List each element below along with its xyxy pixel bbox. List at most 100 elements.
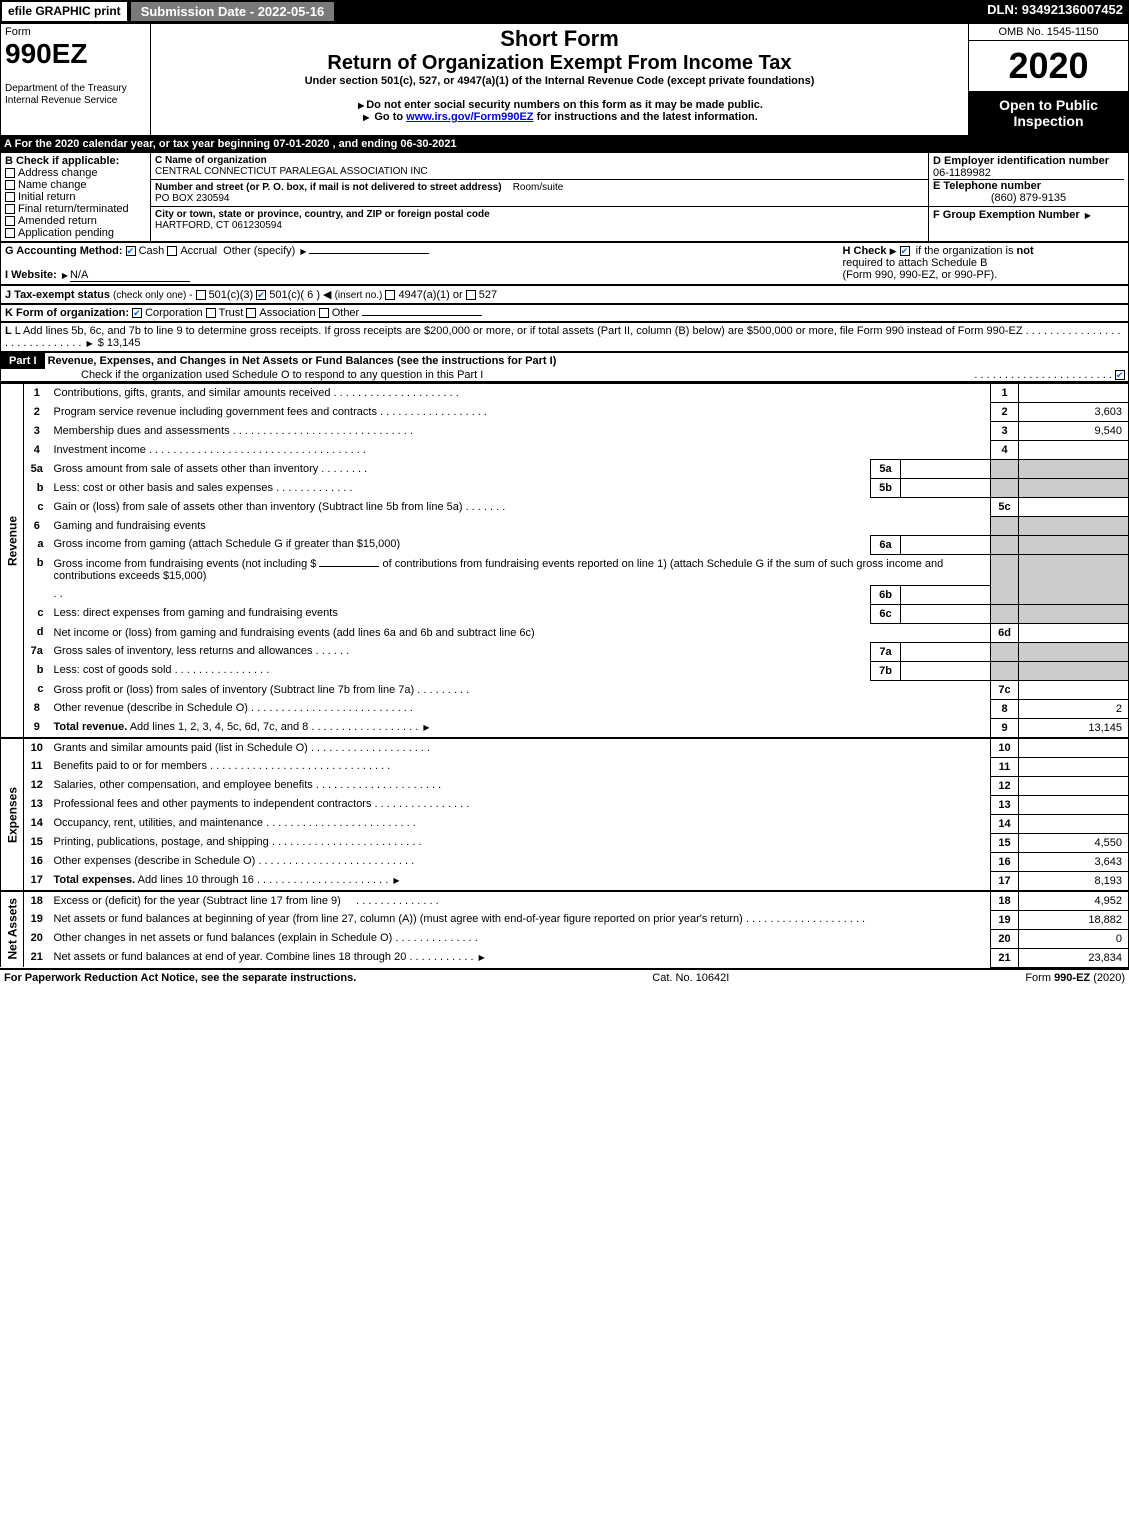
checkbox-cash[interactable]	[126, 246, 136, 256]
submission-date: Submission Date - 2022-05-16	[129, 0, 337, 23]
ln6-num: 6	[24, 517, 50, 536]
ln19-val: 18,882	[1019, 910, 1129, 929]
section-j: J Tax-exempt status (check only one) - 5…	[1, 286, 1129, 304]
ln11-val	[1019, 757, 1129, 776]
j-o4: 527	[479, 289, 497, 301]
checkbox-amended-return[interactable]	[5, 216, 15, 226]
k-other-input[interactable]	[362, 315, 482, 316]
ln13-desc: Professional fees and other payments to …	[50, 795, 991, 814]
g-other: Other (specify)	[223, 245, 295, 257]
ln6b-minival	[901, 585, 991, 604]
l-text: L Add lines 5b, 6c, and 7b to line 9 to …	[15, 325, 1023, 337]
checkbox-address-change[interactable]	[5, 168, 15, 178]
ln18-num: 18	[24, 891, 50, 911]
ln6d-desc: Net income or (loss) from gaming and fun…	[50, 623, 991, 642]
h-text3: (Form 990, 990-EZ, or 990-PF).	[843, 269, 998, 281]
ln3-val: 9,540	[1019, 422, 1129, 441]
ln2-desc: Program service revenue including govern…	[50, 403, 991, 422]
dln-label: DLN: 93492136007452	[981, 0, 1129, 23]
part1-label: Part I	[1, 353, 45, 369]
footer-right: Form 990-EZ (2020)	[1025, 972, 1125, 984]
h-label: H Check	[843, 245, 887, 257]
j-sub: (check only one) -	[113, 290, 192, 301]
ln9-desc: Total revenue. Add lines 1, 2, 3, 4, 5c,…	[50, 718, 991, 738]
i-arrow-icon	[60, 269, 70, 281]
goto-post: for instructions and the latest informat…	[537, 111, 758, 123]
checkbox-accrual[interactable]	[167, 246, 177, 256]
checkbox-application-pending[interactable]	[5, 228, 15, 238]
form-label: Form	[5, 26, 31, 38]
checkbox-initial-return[interactable]	[5, 192, 15, 202]
checkbox-part1-scho[interactable]	[1115, 370, 1125, 380]
checkbox-501c[interactable]	[256, 290, 266, 300]
ln5a-minival	[901, 460, 991, 479]
ln5c-desc: Gain or (loss) from sale of assets other…	[50, 498, 991, 517]
ln7b-mini: 7b	[871, 661, 901, 680]
h-text2: required to attach Schedule B	[843, 257, 988, 269]
h-text1: if the organization is	[916, 245, 1017, 257]
checkbox-h[interactable]	[900, 246, 910, 256]
checkbox-trust[interactable]	[206, 308, 216, 318]
form-number-cell: Form 990EZ Department of the Treasury In…	[1, 24, 151, 136]
checkbox-corp[interactable]	[132, 308, 142, 318]
checkbox-assoc[interactable]	[246, 308, 256, 318]
ln9-val: 13,145	[1019, 718, 1129, 738]
checkbox-name-change[interactable]	[5, 180, 15, 190]
checkbox-527[interactable]	[466, 290, 476, 300]
part1-row: Part I Revenue, Expenses, and Changes in…	[1, 353, 1129, 382]
ln7a-mini: 7a	[871, 642, 901, 661]
ln7a-val-shade	[1019, 642, 1129, 661]
ln5b-minival	[901, 479, 991, 498]
top-bar: efile GRAPHIC print Submission Date - 20…	[0, 0, 1129, 23]
k-label: K Form of organization:	[5, 307, 129, 319]
ln5b-val-shade	[1019, 479, 1129, 498]
ln3-col: 3	[991, 422, 1019, 441]
ln7b-num: b	[24, 661, 50, 680]
ln5c-num: c	[24, 498, 50, 517]
ln1-col: 1	[991, 383, 1019, 403]
part1-check-text: Check if the organization used Schedule …	[1, 369, 483, 381]
f-arrow-icon	[1083, 209, 1093, 221]
ln7c-val	[1019, 680, 1129, 699]
ln20-val: 0	[1019, 929, 1129, 948]
ln6b-input[interactable]	[319, 566, 379, 567]
i-value: N/A	[70, 269, 190, 282]
checkbox-4947[interactable]	[385, 290, 395, 300]
e-label: E Telephone number	[933, 180, 1041, 192]
j-o2: 501(c)( 6 )	[269, 289, 320, 301]
footer-left: For Paperwork Reduction Act Notice, see …	[4, 972, 356, 984]
section-l: L L Add lines 5b, 6c, and 7b to line 9 t…	[1, 323, 1129, 352]
form-number: 990EZ	[5, 38, 88, 69]
g-other-input[interactable]	[309, 253, 429, 254]
ln18-val: 4,952	[1019, 891, 1129, 911]
ln7a-desc: Gross sales of inventory, less returns a…	[50, 642, 871, 661]
ln20-col: 20	[991, 929, 1019, 948]
ln19-num: 19	[24, 910, 50, 929]
ln9-col: 9	[991, 718, 1019, 738]
room-label: Room/suite	[513, 182, 564, 193]
org-name: CENTRAL CONNECTICUT PARALEGAL ASSOCIATIO…	[155, 166, 428, 177]
ln21-arrow-icon	[477, 951, 487, 963]
j-o2-insert: (insert no.)	[335, 290, 383, 301]
ln18-desc: Excess or (deficit) for the year (Subtra…	[50, 891, 991, 911]
irs-label: Internal Revenue Service	[5, 95, 117, 106]
section-b-label: B Check if applicable:	[5, 155, 119, 167]
ln6b-val-shade	[1019, 554, 1129, 604]
checkbox-final-return[interactable]	[5, 204, 15, 214]
short-form-title: Short Form	[155, 26, 964, 52]
checkbox-501c3[interactable]	[196, 290, 206, 300]
j-table: J Tax-exempt status (check only one) - 5…	[0, 285, 1129, 304]
d-value: 06-1189982	[933, 167, 991, 179]
ln6a-val-shade	[1019, 535, 1129, 554]
lines-table: Revenue 1 Contributions, gifts, grants, …	[0, 382, 1129, 968]
ln7c-desc: Gross profit or (loss) from sales of inv…	[50, 680, 991, 699]
checkbox-other[interactable]	[319, 308, 329, 318]
ln6d-col: 6d	[991, 623, 1019, 642]
ln9-num: 9	[24, 718, 50, 738]
opt-name-change: Name change	[18, 179, 87, 191]
efile-label: efile GRAPHIC print	[0, 0, 129, 23]
opt-amended-return: Amended return	[18, 215, 97, 227]
ln6c-num: c	[24, 604, 50, 623]
ln7b-desc: Less: cost of goods sold . . . . . . . .…	[50, 661, 871, 680]
goto-link[interactable]: www.irs.gov/Form990EZ	[406, 111, 533, 123]
